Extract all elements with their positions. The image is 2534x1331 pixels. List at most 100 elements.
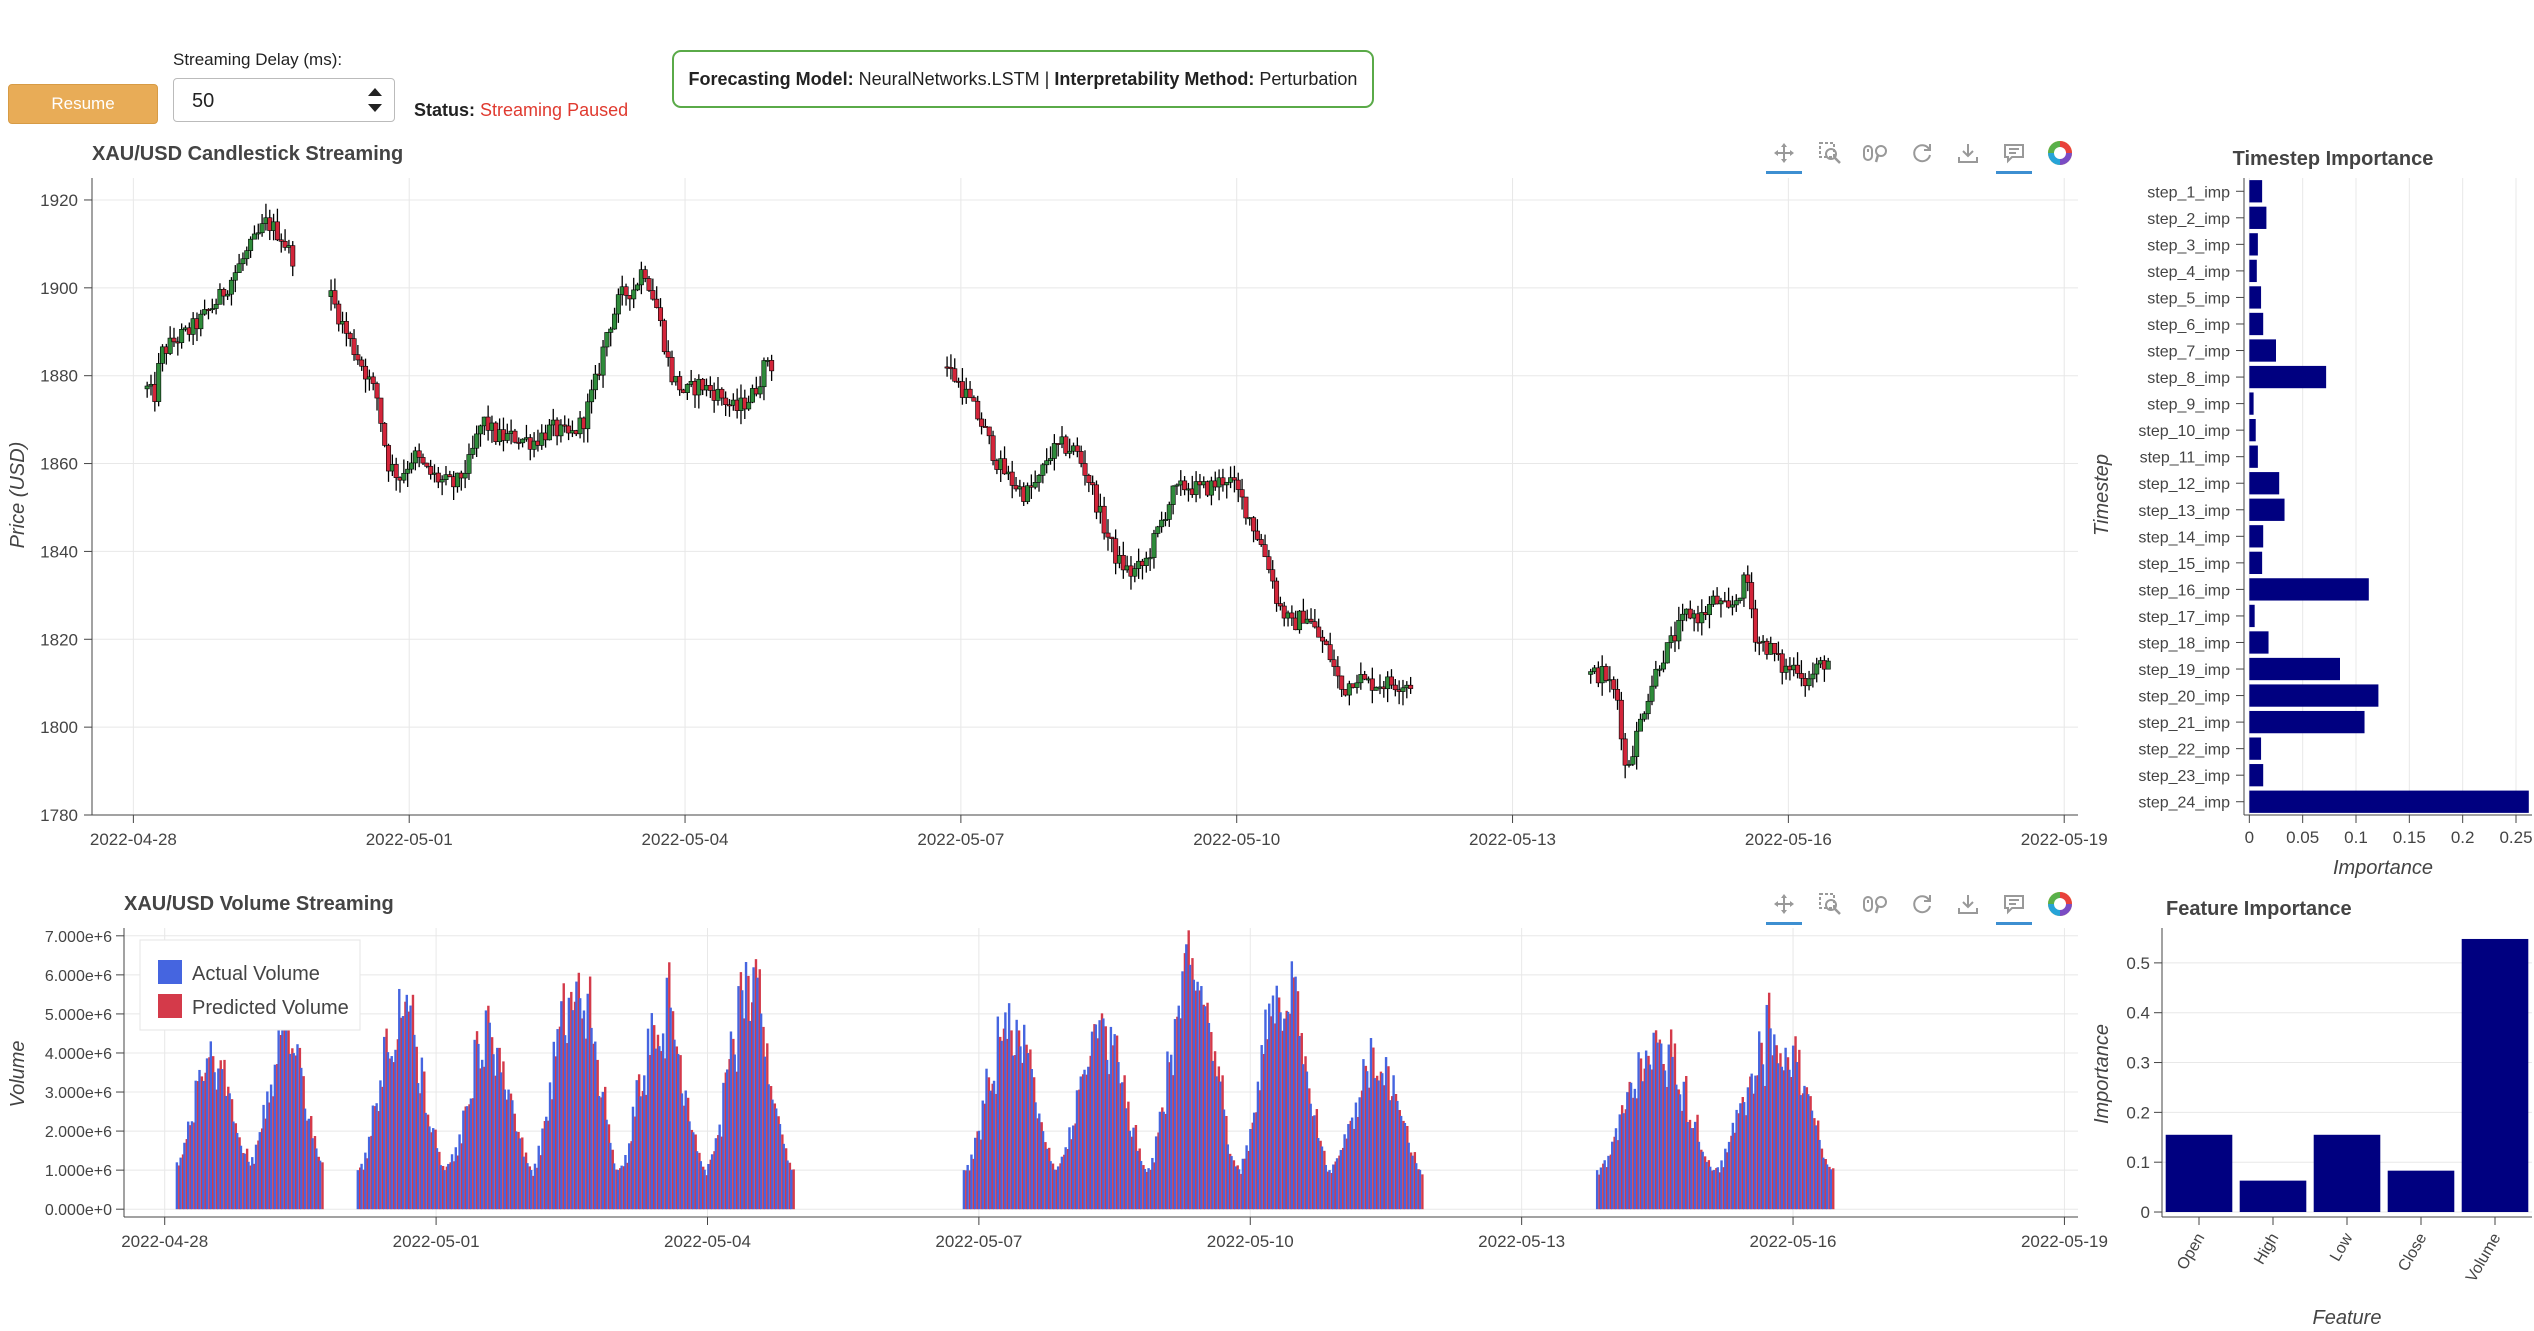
candle-body-up (228, 279, 234, 295)
candle-body-up (248, 238, 254, 251)
candle-body-down (661, 320, 667, 353)
candle-body-down (435, 472, 441, 483)
hover-icon[interactable] (1996, 135, 2032, 174)
box-zoom-icon[interactable] (1812, 886, 1848, 922)
candle-body-down (221, 289, 227, 297)
candlestick-y-label: Price (USD) (7, 442, 29, 549)
pan-icon[interactable] (1766, 135, 1802, 174)
candlestick-toolbar (1766, 135, 2086, 175)
candle-body-down (447, 474, 453, 477)
candle-body-up (462, 473, 468, 479)
candle-body-down (205, 309, 211, 311)
candle-body-up (1630, 756, 1636, 765)
candle-body-down (332, 290, 338, 305)
candle-body-down (1772, 642, 1778, 654)
candle-body-up (746, 401, 752, 410)
candle-body-up (1044, 460, 1050, 466)
candle-body-down (642, 269, 648, 279)
candlestick-x-tick-label: 2022-05-16 (1745, 830, 1832, 849)
candle-body-up (1718, 600, 1724, 605)
wheel-zoom-icon[interactable] (1858, 135, 1894, 171)
candlestick-x-tick-label: 2022-05-01 (366, 830, 453, 849)
candle-body-down (1327, 644, 1333, 661)
candle-body-up (592, 373, 598, 391)
candlestick-y-tick-label: 1920 (40, 191, 78, 210)
candle-body-up (255, 232, 261, 235)
candle-body-down (1258, 539, 1264, 545)
candle-body-up (156, 363, 162, 402)
candle-body-up (1680, 613, 1686, 621)
candle-body-up (1170, 485, 1176, 505)
candle-body-down (669, 357, 675, 383)
candle-body-up (1657, 668, 1663, 671)
spinner-arrows[interactable] (366, 85, 384, 115)
candle-body-up (504, 433, 510, 441)
reset-icon[interactable] (1904, 886, 1940, 922)
candle-body-up (1806, 678, 1812, 687)
candle-body-down (1339, 675, 1345, 690)
candle-body-up (240, 258, 246, 265)
candlestick-y-tick-label: 1860 (40, 455, 78, 474)
candle-body-down (769, 360, 775, 372)
increment-icon[interactable] (368, 88, 382, 96)
candle-body-down (355, 354, 361, 361)
candle-body-up (213, 303, 219, 309)
save-icon[interactable] (1950, 135, 1986, 171)
candle-body-up (1132, 568, 1138, 577)
candle-body-down (971, 397, 977, 402)
candle-body-down (986, 426, 992, 437)
candle-body-up (1626, 763, 1632, 766)
streaming-delay-input[interactable] (174, 79, 374, 123)
resume-button[interactable]: Resume (8, 84, 158, 124)
candle-body-up (1814, 663, 1820, 675)
candlestick-title: XAU/USD Candlestick Streaming (92, 143, 403, 165)
candle-body-up (470, 447, 476, 455)
candle-body-up (1825, 660, 1831, 670)
status-value: Streaming Paused (480, 100, 629, 120)
separator: | (1044, 68, 1050, 89)
save-icon[interactable] (1950, 886, 1986, 922)
candle-body-up (546, 424, 552, 441)
volume-toolbar (1766, 886, 2086, 926)
candle-body-down (1086, 475, 1092, 483)
box-zoom-icon[interactable] (1812, 135, 1848, 171)
streaming-delay-spinner[interactable] (173, 78, 395, 123)
pan-icon[interactable] (1766, 886, 1802, 925)
candle-body-down (1320, 636, 1326, 642)
candle-body-down (1362, 674, 1368, 680)
decrement-icon[interactable] (368, 104, 382, 112)
model-label: Forecasting Model: (688, 68, 854, 89)
candle-body-up (1067, 450, 1073, 454)
wheel-zoom-icon[interactable] (1858, 886, 1894, 922)
candle-body-up (1373, 687, 1379, 691)
model-info-box: Forecasting Model: NeuralNetworks.LSTM |… (672, 50, 1374, 108)
candle-body-up (454, 472, 460, 488)
candle-body-down (1779, 653, 1785, 673)
candlestick-x-tick-label: 2022-05-07 (917, 830, 1004, 849)
hover-icon[interactable] (1996, 886, 2032, 925)
candle-body-down (386, 445, 392, 472)
bokeh-logo-icon[interactable] (2042, 135, 2078, 171)
candle-body-up (1737, 597, 1743, 601)
candle-body-up (757, 386, 763, 395)
reset-icon[interactable] (1904, 135, 1940, 171)
candle-body-up (198, 313, 204, 330)
candlestick-x-tick-label: 2022-05-13 (1469, 830, 1556, 849)
candle-body-up (1634, 730, 1640, 757)
candle-body-down (1752, 608, 1758, 643)
candle-body-down (1090, 482, 1096, 486)
bokeh-logo-icon[interactable] (2042, 886, 2078, 922)
candle-body-down (1093, 484, 1099, 513)
candle-body-down (1262, 544, 1268, 558)
candle-body-down (1369, 678, 1375, 691)
candle-body-up (466, 454, 472, 474)
model-value: NeuralNetworks.LSTM (858, 68, 1040, 89)
candle-body-up (1400, 687, 1406, 692)
candle-body-down (424, 462, 430, 467)
candle-body-down (1270, 569, 1276, 582)
candlestick-x-tick-label: 2022-05-19 (2021, 830, 2108, 849)
candle-body-up (1733, 600, 1739, 606)
candle-body-down (274, 221, 280, 241)
candle-body-up (589, 389, 595, 403)
